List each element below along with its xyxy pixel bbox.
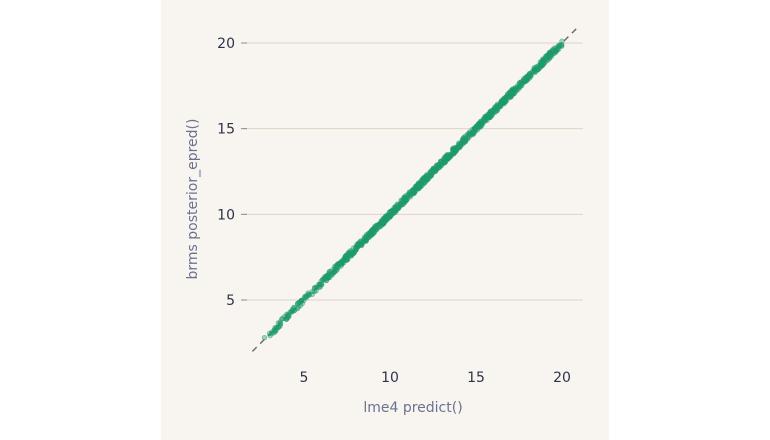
data-point xyxy=(559,38,565,44)
y-axis-ticks: 5 10 15 20 xyxy=(217,36,247,309)
data-point xyxy=(291,304,297,311)
data-point xyxy=(333,264,340,271)
y-tick-label: 5 xyxy=(226,293,235,309)
data-point xyxy=(275,324,281,331)
data-point xyxy=(318,278,324,284)
data-point xyxy=(466,134,472,140)
data-point xyxy=(545,52,551,58)
data-point xyxy=(497,103,503,110)
data-point xyxy=(518,83,524,89)
x-tick-label: 10 xyxy=(381,370,399,386)
data-point xyxy=(430,167,436,173)
data-point xyxy=(341,255,348,262)
data-point xyxy=(414,185,421,192)
data-point xyxy=(445,155,452,161)
data-point xyxy=(399,197,405,204)
data-point xyxy=(324,273,331,279)
data-point xyxy=(507,93,514,99)
data-point xyxy=(552,48,558,55)
data-point xyxy=(394,206,400,212)
y-axis-title: brms posterior_epred() xyxy=(185,119,201,280)
data-point xyxy=(409,187,416,194)
data-point xyxy=(435,165,441,171)
data-point xyxy=(445,154,451,161)
data-point xyxy=(363,237,369,243)
data-point xyxy=(471,125,477,132)
data-point xyxy=(332,264,338,271)
data-point xyxy=(275,320,281,326)
data-point xyxy=(311,288,318,295)
y-tick-label: 15 xyxy=(217,122,235,138)
x-axis-title: lme4 predict() xyxy=(363,400,462,416)
data-point xyxy=(378,218,385,224)
data-point xyxy=(440,156,447,163)
data-point xyxy=(477,122,483,128)
data-point xyxy=(339,261,345,267)
data-point xyxy=(404,196,410,202)
data-point xyxy=(368,228,374,235)
data-point xyxy=(383,216,390,223)
data-point xyxy=(559,42,565,48)
data-points xyxy=(261,38,565,341)
data-point xyxy=(373,222,379,229)
data-point xyxy=(429,171,435,177)
data-point xyxy=(528,72,534,79)
data-point xyxy=(481,115,488,122)
data-point xyxy=(455,144,461,150)
y-tick-label: 10 xyxy=(217,207,235,223)
data-point xyxy=(358,239,365,246)
data-point xyxy=(476,124,483,130)
data-point xyxy=(287,309,293,315)
data-point xyxy=(502,95,508,101)
data-point xyxy=(306,292,312,298)
data-point xyxy=(361,234,368,240)
data-point xyxy=(543,53,549,60)
data-point xyxy=(521,77,528,83)
data-point xyxy=(492,105,498,111)
data-point xyxy=(346,251,352,257)
data-point xyxy=(299,300,305,307)
data-point xyxy=(325,275,331,281)
data-point xyxy=(456,144,462,151)
data-point xyxy=(499,98,505,104)
data-point xyxy=(425,175,431,182)
data-point xyxy=(523,74,529,80)
x-tick-label: 15 xyxy=(467,370,485,386)
data-point xyxy=(261,334,268,341)
scatter-chart: 5 10 15 20 5 10 15 20 lme4 predict() brms post… xyxy=(185,25,583,416)
chart-panel: 5 10 15 20 5 10 15 20 lme4 predict() brms post… xyxy=(161,0,609,440)
data-point xyxy=(352,247,359,254)
data-point xyxy=(450,150,456,156)
y-tick-label: 20 xyxy=(217,36,235,52)
data-point xyxy=(358,239,364,245)
data-point xyxy=(533,64,539,70)
data-point xyxy=(487,113,493,120)
data-point xyxy=(525,74,531,80)
data-point xyxy=(470,130,476,137)
data-point xyxy=(279,316,285,322)
data-point xyxy=(538,62,545,68)
data-point xyxy=(450,146,457,152)
x-axis-ticks: 5 10 15 20 xyxy=(300,370,571,386)
data-point xyxy=(283,316,290,322)
data-point xyxy=(377,223,383,230)
data-point xyxy=(461,134,467,140)
x-tick-label: 5 xyxy=(300,370,309,386)
data-point xyxy=(373,227,379,233)
data-point xyxy=(512,84,519,91)
data-point xyxy=(436,162,442,168)
x-tick-label: 20 xyxy=(553,370,571,386)
data-point xyxy=(419,177,426,183)
data-point xyxy=(389,208,395,214)
data-point xyxy=(266,330,273,336)
gridlines xyxy=(243,42,583,301)
